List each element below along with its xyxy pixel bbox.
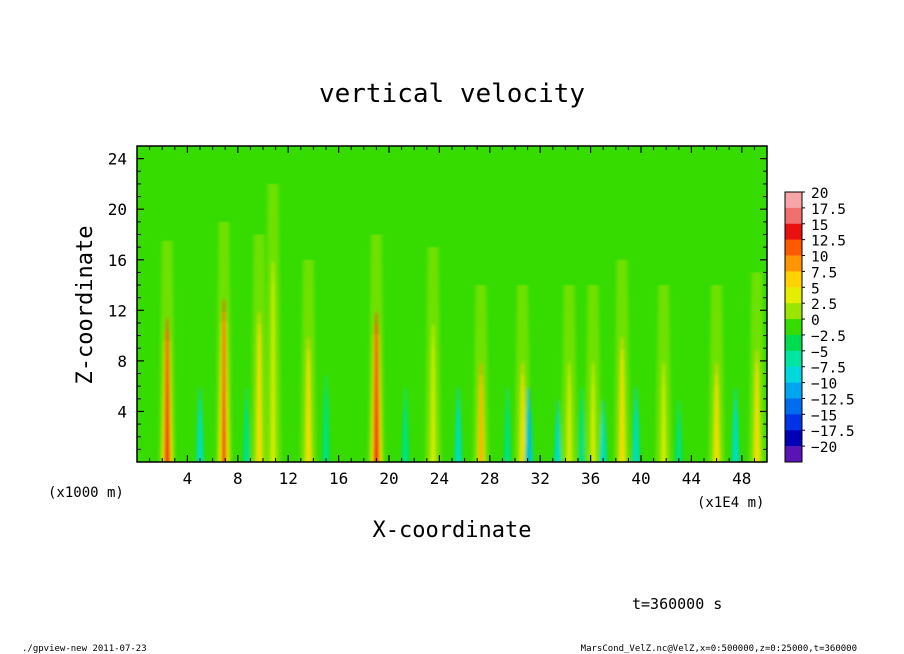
downdraft-streak <box>245 385 249 462</box>
colorbar-label: 15 <box>811 218 828 234</box>
updraft-streak <box>257 309 261 462</box>
colorbar-label: 0 <box>811 313 820 329</box>
updraft-streak <box>620 334 624 462</box>
colorbar-cell <box>785 382 802 399</box>
plot-background <box>137 146 767 462</box>
downdraft-streak <box>527 385 531 462</box>
y-tick-label: 16 <box>108 251 127 270</box>
colorbar-cell <box>785 271 802 288</box>
y-unit-note: (x1000 m) <box>48 485 124 501</box>
updraft-streak <box>567 360 571 462</box>
colorbar-frame <box>784 191 803 463</box>
colorbar-label: −12.5 <box>811 392 855 408</box>
downdraft-streak <box>506 385 509 462</box>
colorbar-label: 12.5 <box>811 234 846 250</box>
colorbar: 2017.51512.5107.552.50−2.5−5−7.5−10−12.5… <box>784 186 855 463</box>
colorbar-cell <box>785 366 802 383</box>
updraft-streak <box>591 360 595 462</box>
colorbar-cell <box>785 255 802 272</box>
x-tick-label: 8 <box>233 469 243 488</box>
x-axis-ticks: 4 8 12 16 20 24 28 32 36 40 44 48 <box>149 146 755 488</box>
velocity-field <box>159 183 765 462</box>
time-label: t=360000 s <box>632 595 722 613</box>
colorbar-label: 2.5 <box>811 297 837 313</box>
downdraft-streak <box>456 385 460 462</box>
colorbar-label: −17.5 <box>811 424 855 440</box>
colorbar-label: 17.5 <box>811 202 846 218</box>
updraft-streak <box>222 296 226 462</box>
chart-title: vertical velocity <box>319 79 585 109</box>
x-tick-label: 16 <box>329 469 348 488</box>
footer-program-info: ./gpview-new 2011-07-23 <box>22 644 147 654</box>
downdraft-streak <box>677 398 681 462</box>
colorbar-cell <box>785 398 802 415</box>
colorbar-cell <box>785 207 802 225</box>
downdraft-streak <box>198 385 202 462</box>
x-unit-note: (x1E4 m) <box>697 495 764 511</box>
downdraft-streak <box>733 385 738 462</box>
colorbar-label: −7.5 <box>811 361 846 377</box>
x-tick-label: 28 <box>480 469 499 488</box>
updraft-streak <box>715 360 719 462</box>
updraft-streak <box>374 309 379 462</box>
colorbar-label: 10 <box>811 250 828 266</box>
updraft-streak <box>165 315 170 462</box>
colorbar-label: −2.5 <box>811 329 846 345</box>
x-axis-label: X-coordinate <box>373 518 532 543</box>
updraft-streak <box>431 322 435 462</box>
colorbar-label: −20 <box>811 440 837 456</box>
x-tick-label: 48 <box>732 469 751 488</box>
x-tick-label: 4 <box>183 469 193 488</box>
updraft-streak <box>271 259 275 462</box>
x-tick-label: 24 <box>430 469 449 488</box>
y-tick-label: 4 <box>117 402 127 421</box>
downdraft-streak <box>634 385 638 462</box>
colorbar-cell <box>785 350 802 368</box>
footer-data-source: MarsCond_VelZ.nc@VelZ,x=0:500000,z=0:250… <box>581 644 857 654</box>
colorbar-cell <box>785 446 802 463</box>
colorbar-cell <box>785 303 802 320</box>
y-tick-label: 12 <box>108 301 127 320</box>
x-tick-label: 40 <box>631 469 650 488</box>
downdraft-streak <box>403 385 407 462</box>
updraft-streak <box>479 360 483 462</box>
y-axis-ticks: 4 8 12 16 20 24 <box>108 150 767 450</box>
x-tick-label: 20 <box>379 469 398 488</box>
colorbar-label: −5 <box>811 345 828 361</box>
y-tick-label: 20 <box>108 200 127 219</box>
colorbar-cell <box>785 319 802 336</box>
y-tick-label: 8 <box>117 352 127 371</box>
downdraft-streak <box>556 398 560 462</box>
colorbar-cell <box>785 192 802 209</box>
colorbar-label: 7.5 <box>811 265 837 281</box>
updraft-streak <box>521 360 525 462</box>
colorbar-label: −15 <box>811 408 837 424</box>
x-tick-label: 12 <box>279 469 298 488</box>
colorbar-cell <box>785 223 802 240</box>
colorbar-cell <box>785 239 802 256</box>
downdraft-streak <box>324 372 328 462</box>
updraft-streak <box>662 360 666 462</box>
colorbar-label: 5 <box>811 281 820 297</box>
x-tick-label: 32 <box>531 469 550 488</box>
updraft-streak <box>755 347 759 462</box>
colorbar-cell <box>785 430 802 447</box>
colorbar-cell <box>785 414 802 431</box>
y-axis-label: Z-coordinate <box>73 226 98 385</box>
colorbar-cell <box>785 287 802 304</box>
colorbar-label: 20 <box>811 186 828 202</box>
colorbar-cell <box>785 334 802 352</box>
downdraft-streak <box>580 385 584 462</box>
x-tick-label: 44 <box>682 469 701 488</box>
updraft-streak <box>306 334 310 462</box>
x-tick-label: 36 <box>581 469 600 488</box>
colorbar-label: −10 <box>811 377 837 393</box>
downdraft-streak <box>601 398 605 462</box>
y-tick-label: 24 <box>108 150 127 169</box>
